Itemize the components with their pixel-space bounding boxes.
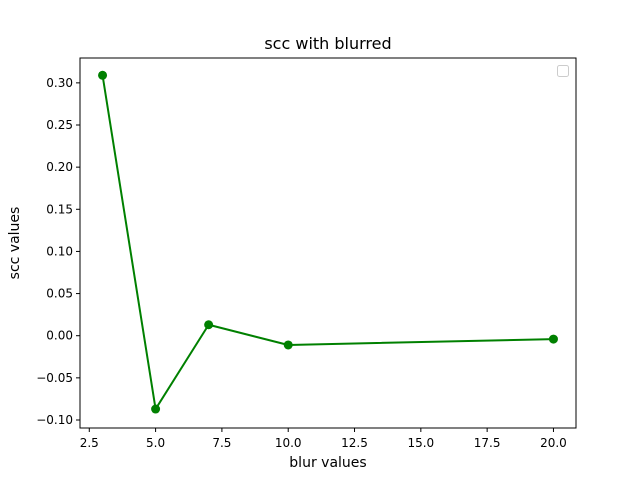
y-tick-label: 0.25 <box>46 118 73 132</box>
data-point <box>548 334 558 344</box>
y-tick-label: 0.30 <box>46 76 73 90</box>
x-tick-label: 2.5 <box>80 436 99 450</box>
legend-box <box>557 65 569 77</box>
y-axis-label: scc values <box>7 207 23 280</box>
series-layer <box>98 70 558 414</box>
x-tick-label: 7.5 <box>212 436 231 450</box>
y-tick-label: −0.05 <box>36 371 73 385</box>
x-tick-label: 17.5 <box>474 436 501 450</box>
x-tick-label: 20.0 <box>540 436 567 450</box>
data-point <box>98 70 108 80</box>
x-tick-label: 10.0 <box>275 436 302 450</box>
y-axis-ticks: −0.10 −0.05 0.00 0.05 0.10 0.15 0.20 0.25 0.30 <box>36 76 80 427</box>
x-tick-label: 5.0 <box>146 436 165 450</box>
axes-frame <box>79 57 577 429</box>
plot-area <box>80 58 576 428</box>
y-tick-label: 0.10 <box>46 244 73 258</box>
x-axis-ticks: 2.5 5.0 7.5 10.0 12.5 15.0 17.5 20.0 <box>80 428 567 450</box>
y-tick-label: 0.20 <box>46 160 73 174</box>
y-tick-label: 0.00 <box>46 329 73 343</box>
y-tick-label: −0.10 <box>36 413 73 427</box>
y-tick-label: 0.15 <box>46 202 73 216</box>
x-axis-label: blur values <box>289 455 366 471</box>
data-point <box>151 404 161 414</box>
y-tick-label: 0.05 <box>46 287 73 301</box>
x-tick-label: 15.0 <box>407 436 434 450</box>
data-point <box>204 320 214 330</box>
data-point <box>283 340 293 350</box>
x-tick-label: 12.5 <box>341 436 368 450</box>
chart-title: scc with blurred <box>264 34 391 53</box>
